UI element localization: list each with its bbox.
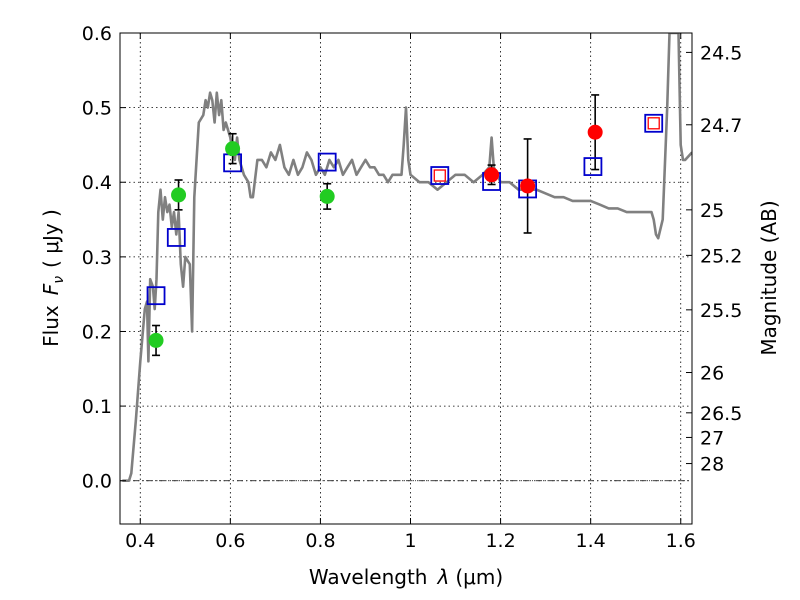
- x-tick-label: 1.4: [576, 530, 606, 552]
- y-tick-label: 0.1: [82, 396, 112, 418]
- observed-points: [148, 124, 603, 348]
- y2-tick-label: 28: [700, 454, 724, 476]
- model-square: [317, 152, 337, 172]
- y2-tick-label: 25: [700, 200, 724, 222]
- y-tick-label: 0.0: [82, 471, 112, 493]
- green-data-point: [319, 188, 335, 204]
- x-tick-label: 1: [404, 530, 416, 552]
- spectrum: [122, 33, 692, 483]
- y2-tick-label: 24.5: [700, 42, 742, 64]
- y-tick-label: 0.4: [82, 172, 112, 194]
- red-data-point: [587, 124, 603, 140]
- y2-tick-label: 24.7: [700, 115, 742, 137]
- red-data-point: [484, 167, 500, 183]
- y2-tick-label: 25.5: [700, 300, 742, 322]
- green-data-point: [148, 332, 164, 348]
- y-tick-label: 0.3: [82, 247, 112, 269]
- model-square: [583, 157, 603, 176]
- model-square: [146, 286, 166, 306]
- y2-tick-label: 26.5: [700, 403, 742, 425]
- model-squares: [146, 113, 664, 306]
- y-tick-label: 0.5: [82, 98, 112, 120]
- y2-axis-label: Magnitude (AB): [757, 200, 781, 355]
- model-square-inner: [433, 169, 446, 182]
- model-square: [644, 113, 664, 133]
- green-data-point: [171, 187, 187, 203]
- red-data-point: [520, 178, 536, 194]
- plot-frame: [119, 32, 693, 525]
- x-tick-label: 0.6: [215, 530, 245, 552]
- y2-tick-label: 25.2: [700, 245, 742, 267]
- x-axis-label: Wavelength λ (μm): [309, 565, 503, 589]
- x-tick-label: 1.2: [485, 530, 515, 552]
- model-square: [430, 166, 450, 185]
- green-data-point: [225, 141, 241, 157]
- x-tick-label: 0.4: [125, 530, 155, 552]
- model-square-inner: [647, 117, 660, 130]
- y2-tick-label: 26: [700, 363, 724, 385]
- y-axis-label: FluxFν( μJy ): [39, 209, 67, 347]
- x-tick-label: 1.6: [666, 530, 696, 552]
- spectrum-line: [122, 33, 692, 483]
- y-tick-label: 0.6: [82, 23, 112, 45]
- model-square: [166, 228, 186, 247]
- y-tick-label: 0.2: [82, 321, 112, 343]
- ticks: 0.4 0.6 0.8 1 1.2 1.4 1.6 0.0 0.1 0.2 0.3 0.4 0.5 0.6…: [82, 23, 743, 552]
- y2-tick-label: 27: [700, 427, 724, 449]
- x-tick-label: 0.8: [305, 530, 335, 552]
